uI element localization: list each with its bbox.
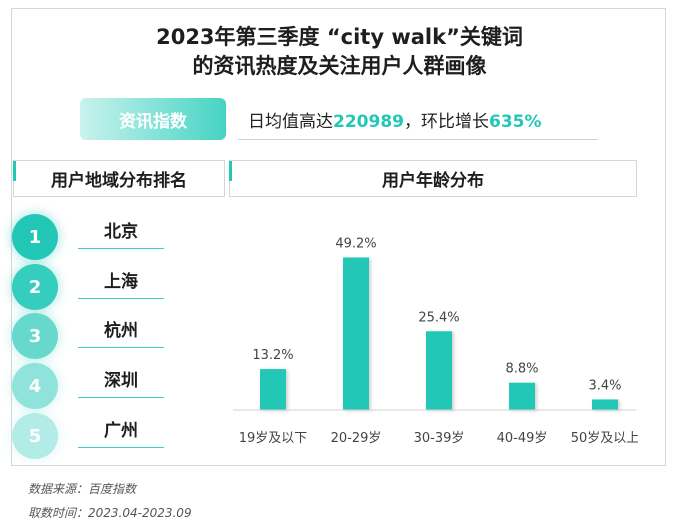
category-label-2: 20-29岁 [331, 431, 382, 446]
rank-row-2: 2 上海 [12, 264, 164, 310]
bar-3 [426, 331, 452, 410]
age-bar-chart: 13.2% 19岁及以下 49.2% 20-29岁 25.4% 30-39岁 8.8% 40-… [233, 236, 638, 446]
stat-value: 220989 [333, 112, 404, 132]
age-heading: 用户年龄分布 [229, 160, 637, 197]
bar-5 [592, 399, 618, 410]
value-label-5: 3.4% [588, 378, 621, 393]
region-heading-label: 用户地域分布排名 [51, 171, 187, 191]
category-label-5: 50岁及以上 [571, 431, 638, 446]
value-label-3: 25.4% [418, 310, 459, 325]
title-line-1: 2023年第三季度 “city walk”关键词 [156, 25, 523, 49]
age-heading-label: 用户年龄分布 [382, 171, 484, 191]
rank-city: 深圳 [78, 366, 164, 398]
source-note: 数据来源：百度指数 [28, 482, 137, 496]
rank-row-3: 3 杭州 [12, 313, 164, 359]
rank-city: 上海 [78, 267, 164, 299]
heading-accent-bar [13, 161, 16, 181]
heading-accent-bar [229, 161, 232, 181]
page-title: 2023年第三季度 “city walk”关键词 的资讯热度及关注用户人群画像 [12, 23, 667, 81]
category-label-1: 19岁及以下 [239, 431, 308, 446]
bar-1 [260, 369, 286, 410]
infographic-card: 2023年第三季度 “city walk”关键词 的资讯热度及关注用户人群画像 [11, 8, 666, 466]
rank-row-4: 4 深圳 [12, 363, 164, 409]
title-line-2: 的资讯热度及关注用户人群画像 [192, 54, 487, 78]
rank-city: 广州 [78, 416, 164, 448]
bar-4 [509, 382, 535, 410]
period-note: 取数时间：2023.04-2023.09 [28, 506, 192, 520]
index-badge: 资讯指数 [80, 98, 226, 140]
rank-circle: 3 [12, 313, 58, 359]
category-label-4: 40-49岁 [497, 431, 548, 446]
rank-circle: 2 [12, 264, 58, 310]
stat-middle: ，环比增长 [403, 112, 489, 132]
rank-circle: 4 [12, 363, 58, 409]
rank-row-1: 1 北京 [12, 214, 164, 260]
bar-2 [343, 257, 369, 410]
rank-city: 杭州 [78, 316, 164, 348]
value-label-2: 49.2% [335, 236, 376, 251]
rank-circle: 1 [12, 214, 58, 260]
stat-change: 635% [488, 112, 542, 132]
rank-row-5: 5 广州 [12, 413, 164, 459]
region-heading: 用户地域分布排名 [13, 160, 225, 197]
stat-prefix: 日均值高达 [248, 112, 333, 132]
rank-city: 北京 [78, 217, 164, 249]
index-stat: 日均值高达220989，环比增长635% [238, 104, 598, 140]
rank-circle: 5 [12, 413, 58, 459]
value-label-1: 13.2% [252, 348, 293, 363]
value-label-4: 8.8% [505, 362, 538, 377]
category-label-3: 30-39岁 [414, 431, 465, 446]
